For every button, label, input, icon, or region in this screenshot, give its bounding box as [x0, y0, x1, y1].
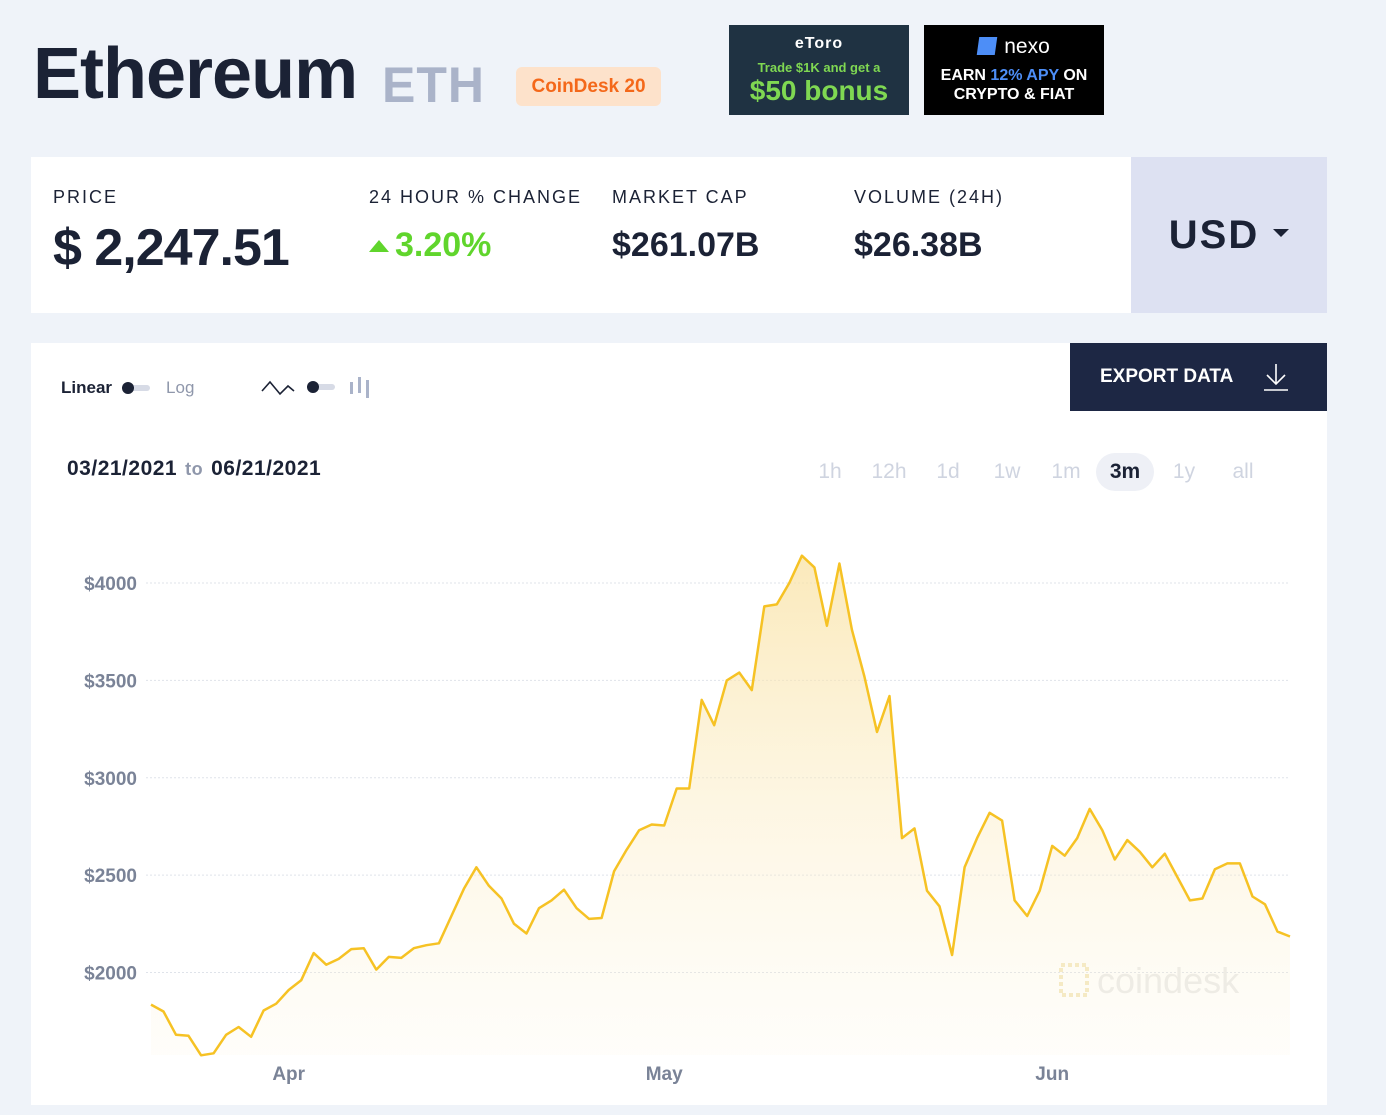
date-range: 03/21/2021 to 06/21/2021	[67, 457, 321, 481]
x-tick-label: Jun	[1035, 1064, 1069, 1085]
y-tick-label: $4000	[84, 574, 137, 595]
range-to: to	[185, 459, 204, 479]
price-value: $ 2,247.51	[53, 219, 290, 277]
stat-market-cap: MARKET CAP $261.07B	[612, 187, 759, 265]
y-tick-label: $2000	[84, 964, 137, 985]
nexo-ad-line1: EARN 12% APY ON	[924, 67, 1104, 85]
period-all[interactable]: all	[1232, 460, 1254, 483]
etoro-ad-line2: $50 bonus	[749, 75, 889, 106]
candlestick-icon[interactable]	[349, 376, 371, 398]
period-1m[interactable]: 1m	[1051, 460, 1081, 483]
etoro-ad-banner[interactable]: eToro Trade $1K and get a $50 bonus	[729, 25, 909, 115]
etoro-logo: eToro	[794, 35, 844, 52]
period-3m[interactable]: 3m	[1096, 453, 1154, 491]
download-icon	[1264, 364, 1289, 391]
nexo-logo: nexo	[924, 35, 1104, 59]
period-12h[interactable]: 12h	[871, 460, 907, 483]
linear-label[interactable]: Linear	[61, 378, 113, 397]
market-cap-value: $261.07B	[612, 226, 760, 264]
asset-symbol: ETH	[382, 57, 485, 113]
export-data-button[interactable]: EXPORT DATA	[1070, 343, 1327, 411]
export-data-label: EXPORT DATA	[1100, 366, 1234, 387]
chart-type-toggle	[261, 376, 371, 398]
stats-bar: PRICE $ 2,247.51 24 HOUR % CHANGE 3.20% …	[31, 157, 1131, 313]
stat-price: PRICE $ 2,247.51	[53, 187, 290, 278]
period-1y[interactable]: 1y	[1172, 460, 1196, 483]
currency-selector[interactable]: USD	[1131, 157, 1327, 313]
currency-value: USD	[1168, 212, 1260, 257]
x-tick-label: May	[646, 1064, 683, 1085]
x-tick-label: Apr	[272, 1064, 305, 1085]
period-1w[interactable]: 1w	[993, 460, 1021, 483]
etoro-ad-line1: Trade $1K and get a	[757, 60, 881, 75]
chart-panel: $2000$2500$3000$3500$4000coindeskAprMayJ…	[31, 343, 1327, 1105]
price-line	[150, 554, 1291, 1057]
price-area	[151, 555, 1290, 1056]
stat-change: 24 HOUR % CHANGE 3.20%	[369, 187, 582, 265]
y-tick-label: $3500	[84, 671, 137, 692]
page-title: Ethereum	[33, 34, 358, 114]
nexo-ad-line1-post: ON	[1058, 67, 1088, 84]
caret-down-icon	[1273, 229, 1290, 237]
change-value: 3.20%	[395, 226, 492, 264]
line-chart-icon[interactable]	[261, 377, 295, 397]
scale-switch-knob	[122, 382, 135, 394]
nexo-ad-line2: CRYPTO & FIAT	[953, 86, 1075, 103]
volume-value: $26.38B	[854, 226, 983, 264]
chart-type-switch[interactable]	[307, 381, 335, 393]
change-label: 24 HOUR % CHANGE	[369, 187, 583, 207]
nexo-brand-name: nexo	[1004, 35, 1050, 58]
period-1d[interactable]: 1d	[936, 460, 960, 483]
scale-toggle: Linear Log	[61, 378, 194, 398]
market-cap-label: MARKET CAP	[612, 187, 749, 207]
scale-switch[interactable]	[122, 382, 151, 394]
nexo-ad-apy: 12% APY	[990, 67, 1059, 84]
nexo-ad-banner[interactable]: nexo EARN 12% APY ON CRYPTO & FIAT	[924, 25, 1104, 115]
stat-volume: VOLUME (24H) $26.38B	[854, 187, 1004, 265]
period-selector: 1h 12h 1d 1w 1m 3m 1y all	[801, 453, 1273, 491]
log-label[interactable]: Log	[166, 378, 195, 397]
y-tick-label: $2500	[84, 866, 137, 887]
range-start[interactable]: 03/21/2021	[67, 457, 178, 480]
volume-label: VOLUME (24H)	[854, 187, 1005, 207]
coindesk-20-badge[interactable]: CoinDesk 20	[516, 67, 661, 106]
y-tick-label: $3000	[84, 769, 137, 790]
up-arrow-icon	[369, 239, 389, 252]
range-end[interactable]: 06/21/2021	[211, 457, 322, 480]
period-1h[interactable]: 1h	[818, 460, 842, 483]
price-chart: $2000$2500$3000$3500$4000coindeskAprMayJ…	[84, 554, 1291, 1085]
chart-type-switch-knob	[307, 381, 319, 393]
nexo-ad-line1-pre: EARN	[940, 67, 991, 84]
price-label: PRICE	[53, 187, 119, 207]
change-value-row: 3.20%	[369, 226, 582, 265]
nexo-logo-icon	[976, 37, 998, 55]
